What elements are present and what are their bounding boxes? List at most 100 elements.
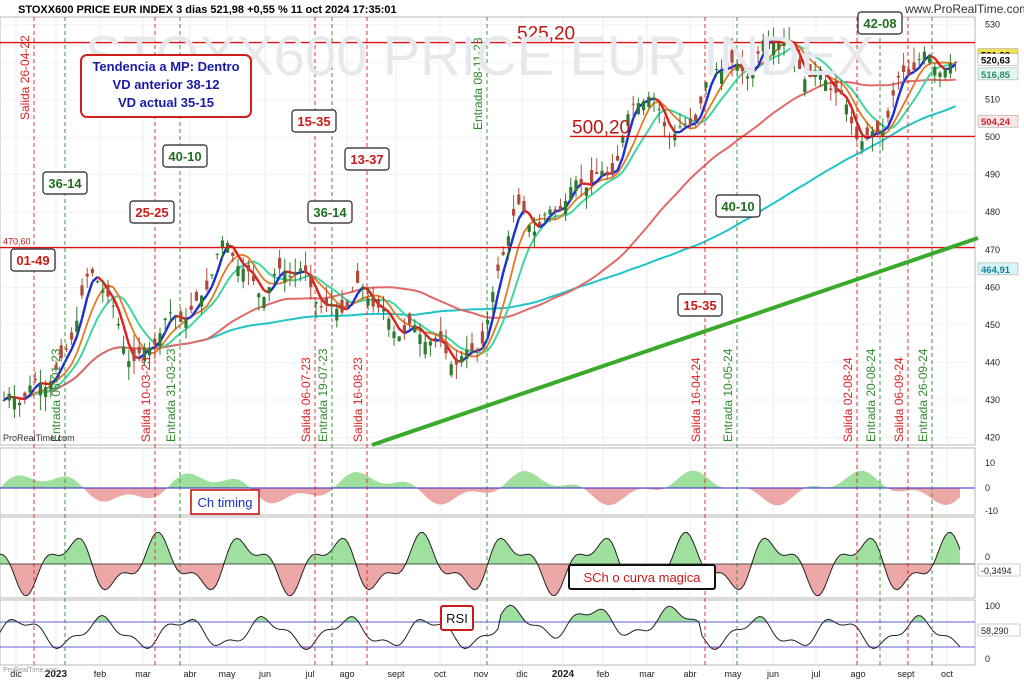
score-badge-frame bbox=[129, 200, 175, 224]
candle-body bbox=[886, 110, 890, 118]
chtiming-positive-area bbox=[0, 470, 960, 488]
rsi-label-frame bbox=[440, 605, 474, 631]
price-axis-tick: 470 bbox=[985, 245, 1000, 255]
candle-body bbox=[761, 40, 765, 52]
candle-body bbox=[122, 346, 126, 354]
rsi-line bbox=[0, 604, 961, 651]
candle-body bbox=[267, 287, 271, 293]
ma-fast-segment bbox=[326, 303, 332, 307]
ma-fast-segment bbox=[398, 328, 406, 335]
candle-body bbox=[85, 273, 89, 277]
candle-body bbox=[366, 298, 370, 306]
ma-fast-segment bbox=[164, 320, 172, 333]
ma-fast-segment bbox=[96, 276, 104, 283]
candle-body bbox=[902, 65, 906, 72]
candle-body bbox=[127, 361, 131, 368]
score-badge: 40-10 bbox=[721, 199, 754, 214]
ma-fast-segment bbox=[491, 294, 500, 319]
info-box-line3: VD actual 35-15 bbox=[118, 95, 214, 110]
candle-body bbox=[512, 208, 516, 216]
time-axis-label: mar bbox=[135, 669, 151, 679]
rsi-label: RSI bbox=[446, 611, 468, 626]
ma-mid-tag: 516,85 bbox=[981, 70, 1011, 81]
candle-body bbox=[387, 318, 391, 330]
candle-body bbox=[558, 206, 562, 211]
ma-fast-segment bbox=[507, 235, 515, 255]
candle-body bbox=[376, 298, 380, 308]
price-axis-tick: 500 bbox=[985, 132, 1000, 142]
candle-body bbox=[23, 392, 27, 397]
score-badge: 36-14 bbox=[313, 205, 347, 220]
candle-body bbox=[335, 308, 339, 321]
candle-body bbox=[626, 114, 630, 126]
candle-body bbox=[278, 257, 282, 269]
event-label: Salida 06-07-23 bbox=[299, 357, 313, 442]
candle-body bbox=[304, 265, 308, 273]
candle-body bbox=[246, 264, 250, 272]
ma-cyan-line bbox=[3, 105, 956, 401]
candle-body bbox=[928, 55, 932, 63]
candle-body bbox=[262, 297, 266, 309]
time-axis-label: sept bbox=[387, 669, 405, 679]
ma-fast-segment bbox=[65, 348, 73, 360]
candle-body bbox=[756, 51, 760, 54]
candle-body bbox=[870, 131, 874, 138]
candle-body bbox=[49, 381, 53, 390]
ma-fast-segment bbox=[351, 293, 359, 305]
candle-body bbox=[496, 264, 500, 271]
price-axis-tick: 490 bbox=[985, 170, 1000, 180]
candle-body bbox=[683, 123, 687, 125]
candle-body bbox=[106, 284, 110, 297]
time-axis-label: oct bbox=[941, 669, 954, 679]
ma-fast-segment bbox=[850, 107, 858, 123]
candle-body bbox=[787, 39, 791, 43]
price-axis-tick: 480 bbox=[985, 207, 1000, 217]
candle-body bbox=[54, 364, 58, 370]
event-label: Entrada 10-05-24 bbox=[721, 348, 735, 442]
score-badge-frame bbox=[10, 248, 56, 272]
candle-body bbox=[179, 311, 183, 322]
ma-fast-segment bbox=[419, 327, 427, 335]
ma-fast-segment bbox=[855, 121, 864, 136]
candle-body bbox=[241, 268, 245, 282]
candle-body bbox=[460, 356, 464, 363]
chtiming-tick: -10 bbox=[985, 506, 998, 516]
candle-body bbox=[553, 209, 557, 212]
candle-body bbox=[657, 109, 661, 111]
candle-body bbox=[834, 80, 838, 93]
event-label: Entrada 26-09-24 bbox=[916, 348, 930, 442]
candle-body bbox=[231, 252, 235, 256]
time-axis-label: jun bbox=[766, 669, 779, 679]
candle-body bbox=[688, 118, 692, 126]
candle-body bbox=[220, 240, 224, 248]
ma-fast-segment bbox=[824, 72, 832, 81]
ma-fast-segment bbox=[403, 329, 411, 335]
candle-body bbox=[439, 331, 443, 342]
candle-body bbox=[418, 334, 422, 345]
time-axis-label: dic bbox=[10, 669, 22, 679]
ma-fast-segment bbox=[543, 215, 551, 225]
time-axis-label: abr bbox=[183, 669, 196, 679]
score-badge-frame bbox=[344, 147, 390, 171]
sch-line bbox=[0, 531, 961, 597]
ma-fast-segment bbox=[886, 114, 895, 128]
ma-long-tag: 504,24 bbox=[981, 117, 1011, 128]
ma-fast-segment bbox=[918, 59, 926, 69]
sch-label: SCh o curva magica bbox=[583, 570, 701, 585]
time-axis-label: feb bbox=[94, 669, 107, 679]
ma-fast-segment bbox=[392, 319, 401, 330]
ma-fast-segment bbox=[496, 272, 505, 295]
ma-fast-segment bbox=[793, 42, 801, 54]
ma-cyan-tag: 464,91 bbox=[981, 265, 1011, 276]
ma-fast-segment bbox=[91, 276, 99, 283]
candle-body bbox=[751, 69, 755, 79]
candle-body bbox=[257, 293, 261, 298]
ma-fast-segment bbox=[590, 180, 598, 186]
ma-fast-segment bbox=[24, 394, 31, 401]
score-badge: 40-10 bbox=[168, 149, 201, 164]
ma-fast-segment bbox=[933, 57, 941, 66]
candle-body bbox=[423, 342, 427, 355]
candle-body bbox=[600, 170, 604, 176]
ma-fast-segment bbox=[75, 318, 84, 338]
ma-fast-segment bbox=[528, 212, 536, 224]
